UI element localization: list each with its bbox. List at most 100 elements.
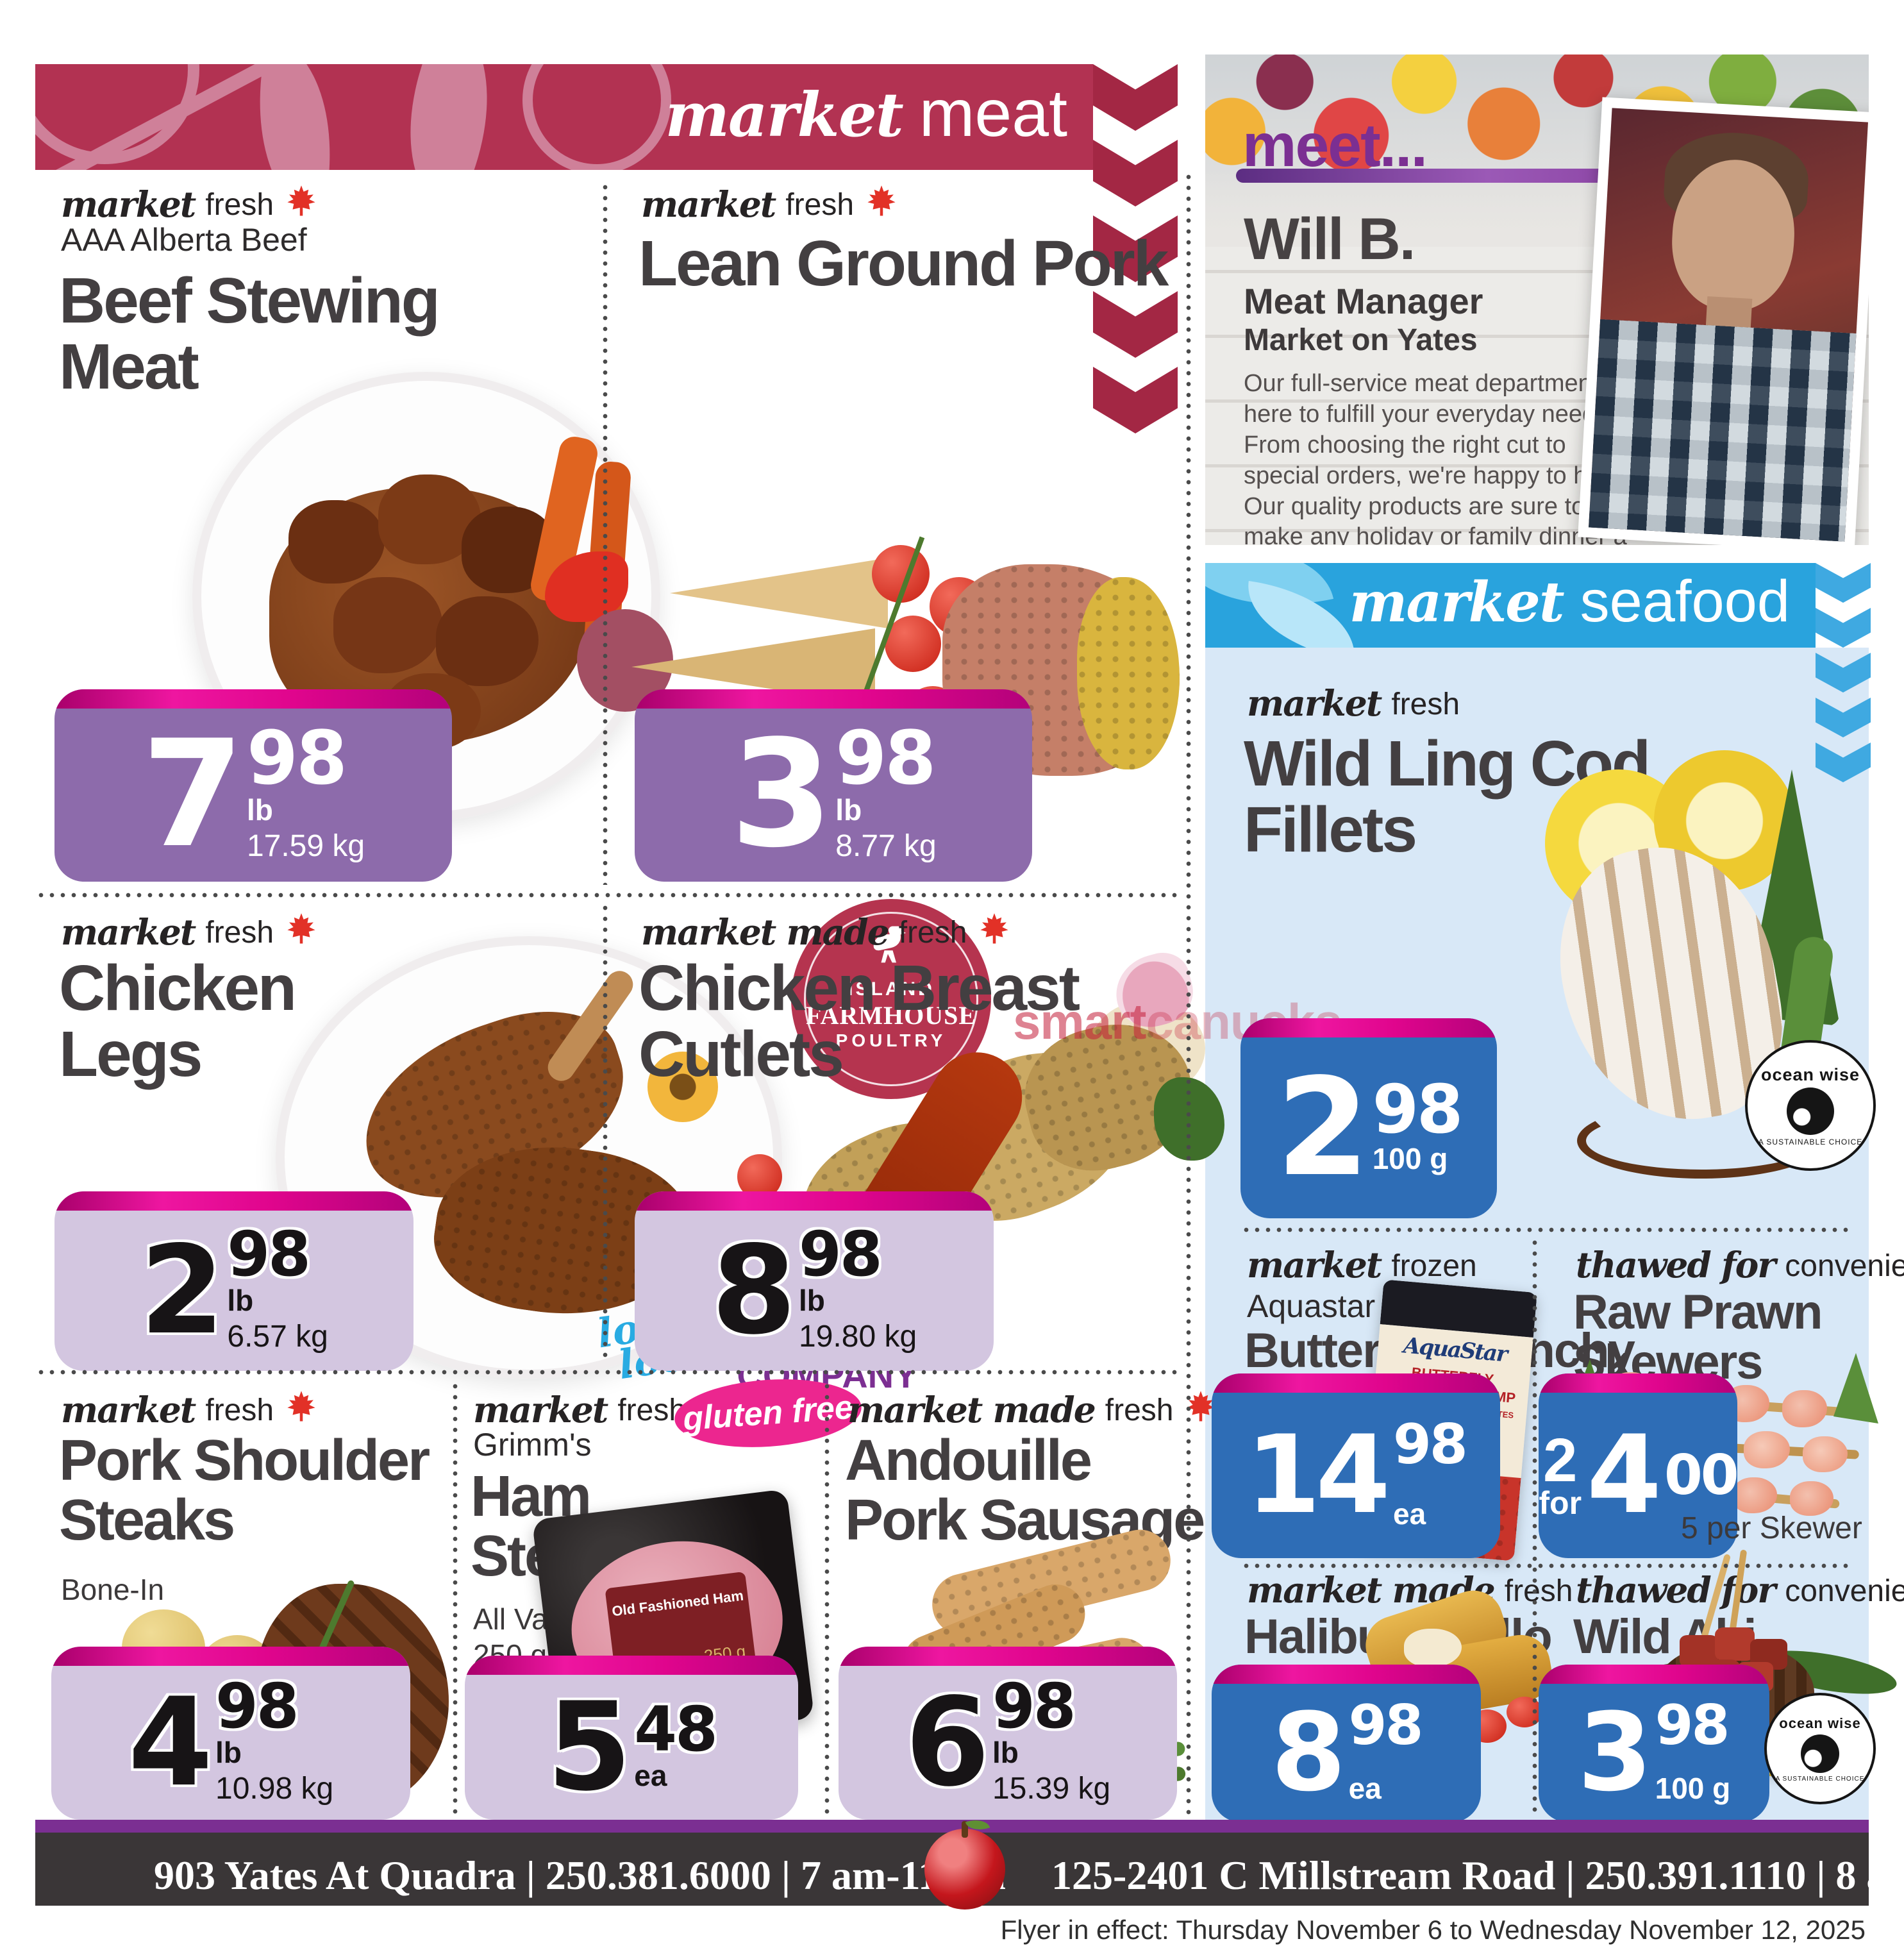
price-cents: 98 bbox=[799, 1218, 883, 1290]
product-subbrand: Grimm's bbox=[473, 1427, 592, 1463]
product-title: Beef Stewing Meat bbox=[59, 265, 440, 403]
separator bbox=[603, 185, 608, 885]
price-cents: 98 bbox=[246, 715, 347, 802]
footer-location-right: 125-2401 C Millstream Road | 250.391.111… bbox=[1051, 1852, 1904, 1898]
eyebrow-market-fresh: market fresh bbox=[1247, 682, 1460, 724]
eyebrow-market-made-fresh: market made fresh bbox=[848, 1388, 1218, 1427]
eyebrow-rest: fresh bbox=[205, 188, 274, 223]
eyebrow-script: market bbox=[61, 1388, 196, 1431]
price-badge: 6 98 lb 15.39 kg bbox=[839, 1647, 1177, 1820]
eyebrow-rest: convenience bbox=[1785, 1248, 1904, 1283]
eyebrow-rest: fresh bbox=[1391, 687, 1460, 721]
separator bbox=[1244, 1563, 1853, 1568]
eyebrow-rest: fresh bbox=[205, 1393, 274, 1428]
separator bbox=[603, 905, 608, 1362]
eyebrow-market-fresh: market fresh bbox=[61, 1388, 319, 1431]
price-dollars: 5 bbox=[547, 1675, 631, 1818]
price-dollars: 2 bbox=[140, 1219, 224, 1361]
maple-leaf-icon bbox=[1187, 1391, 1215, 1422]
price-unit: ea bbox=[1393, 1497, 1426, 1531]
eyebrow-script: market bbox=[1247, 682, 1382, 724]
eyebrow-rest: fresh bbox=[205, 916, 274, 950]
price-badge: 3 98 100 g bbox=[1539, 1665, 1769, 1822]
price-dollars: 8 bbox=[1271, 1690, 1346, 1816]
eyebrow-rest: frozen bbox=[1391, 1248, 1477, 1283]
price-dollars: 14 bbox=[1246, 1412, 1390, 1538]
maple-leaf-icon bbox=[287, 1391, 315, 1422]
price-dollars: 3 bbox=[730, 709, 833, 881]
price-unit: lb bbox=[227, 1284, 254, 1318]
price-for: for bbox=[1539, 1484, 1582, 1521]
apple-icon bbox=[924, 1821, 1005, 1910]
product-subbrand: AAA Alberta Beef bbox=[61, 222, 307, 258]
seafood-header-title: market seafood bbox=[1349, 568, 1790, 635]
price-badge: 2 98 100 g bbox=[1240, 1018, 1497, 1218]
price-per-kg: 17.59 kg bbox=[246, 829, 365, 864]
eyebrow-market-fresh: market fresh bbox=[473, 1388, 731, 1427]
price-cents: 98 bbox=[215, 1670, 299, 1742]
eyebrow-market-fresh: market fresh bbox=[61, 183, 319, 225]
maple-leaf-icon bbox=[287, 913, 315, 944]
ocean-wise-icon: ocean wise A SUSTAINABLE CHOICE bbox=[1745, 1040, 1876, 1171]
eyebrow-rest: convenience bbox=[1785, 1574, 1904, 1608]
seafood-section-banner: market seafood bbox=[1205, 563, 1816, 648]
skewer-count-note: 5 per Skewer bbox=[1681, 1511, 1862, 1545]
separator bbox=[38, 1370, 1178, 1375]
price-per-kg: 6.57 kg bbox=[227, 1320, 328, 1354]
price-badge: 2 for 4 00 bbox=[1539, 1373, 1737, 1558]
price-unit: lb bbox=[799, 1284, 825, 1318]
separator bbox=[1532, 1240, 1537, 1815]
separator bbox=[1186, 174, 1191, 1816]
price-unit: 100 g bbox=[1372, 1141, 1448, 1175]
ocean-wise-text: ocean wise bbox=[1760, 1064, 1860, 1084]
price-unit: lb bbox=[992, 1736, 1019, 1770]
meat-header-script: market bbox=[665, 80, 904, 151]
price-cents: 98 bbox=[1655, 1693, 1730, 1758]
meat-section-banner: market meat bbox=[35, 64, 1093, 170]
separator bbox=[453, 1384, 458, 1815]
separator bbox=[38, 893, 1178, 898]
ocean-wise-icon: ocean wise A SUSTAINABLE CHOICE bbox=[1764, 1693, 1876, 1804]
price-dollars: 4 bbox=[1587, 1412, 1662, 1538]
price-cents: 98 bbox=[992, 1670, 1076, 1742]
manager-role: Meat Manager bbox=[1244, 281, 1483, 321]
price-dollars: 3 bbox=[1577, 1690, 1653, 1816]
price-cents: 48 bbox=[634, 1693, 718, 1765]
meat-chevron-icon bbox=[1093, 64, 1178, 436]
swirl-decoration bbox=[522, 64, 671, 170]
eyebrow-rest: fresh bbox=[898, 916, 967, 950]
price-dollars: 7 bbox=[141, 709, 244, 881]
product-title: Andouille Pork Sausage bbox=[845, 1429, 1205, 1552]
eyebrow-market-made-fresh: market made fresh bbox=[641, 911, 1012, 950]
beef-chunk bbox=[288, 500, 385, 584]
product-title: Chicken Breast Cutlets bbox=[639, 952, 1080, 1090]
price-dollars: 6 bbox=[905, 1671, 990, 1813]
price-cents: 00 bbox=[1664, 1443, 1737, 1507]
price-cents: 98 bbox=[1393, 1412, 1468, 1477]
maple-leaf-icon bbox=[980, 913, 1009, 944]
maple-leaf-icon bbox=[867, 185, 896, 216]
price-unit: lb bbox=[246, 793, 273, 827]
meet-panel: meet... Will B. Meat Manager Market on Y… bbox=[1205, 55, 1869, 545]
price-per-kg: 10.98 kg bbox=[215, 1772, 334, 1806]
price-unit: lb bbox=[835, 793, 862, 827]
meat-header-word: meat bbox=[919, 76, 1067, 151]
price-badge: 4 98 lb 10.98 kg bbox=[51, 1647, 410, 1820]
price-dollars: 2 bbox=[1276, 1049, 1370, 1207]
ocean-wise-subtext: A SUSTAINABLE CHOICE bbox=[1758, 1137, 1863, 1146]
meat-header-title: market meat bbox=[665, 76, 1068, 152]
leaf-decoration bbox=[356, 64, 541, 170]
eyebrow-script: market bbox=[61, 911, 196, 953]
price-badge: 2 98 lb 6.57 kg bbox=[54, 1191, 413, 1371]
price-dollars: 8 bbox=[711, 1219, 796, 1361]
manager-name: Will B. bbox=[1244, 206, 1415, 272]
beef-chunk bbox=[333, 577, 442, 673]
ocean-wise-subtext: A SUSTAINABLE CHOICE bbox=[1775, 1775, 1865, 1783]
store-name: Market on Yates bbox=[1244, 323, 1478, 357]
price-per-kg: 15.39 kg bbox=[992, 1772, 1111, 1806]
seafood-chevron-icon bbox=[1816, 563, 1871, 782]
footer-purple-stripe bbox=[35, 1820, 1869, 1833]
plaid-shirt bbox=[1589, 319, 1857, 542]
eyebrow-script: market bbox=[61, 183, 196, 225]
eyebrow-rest: fresh bbox=[1504, 1574, 1573, 1608]
